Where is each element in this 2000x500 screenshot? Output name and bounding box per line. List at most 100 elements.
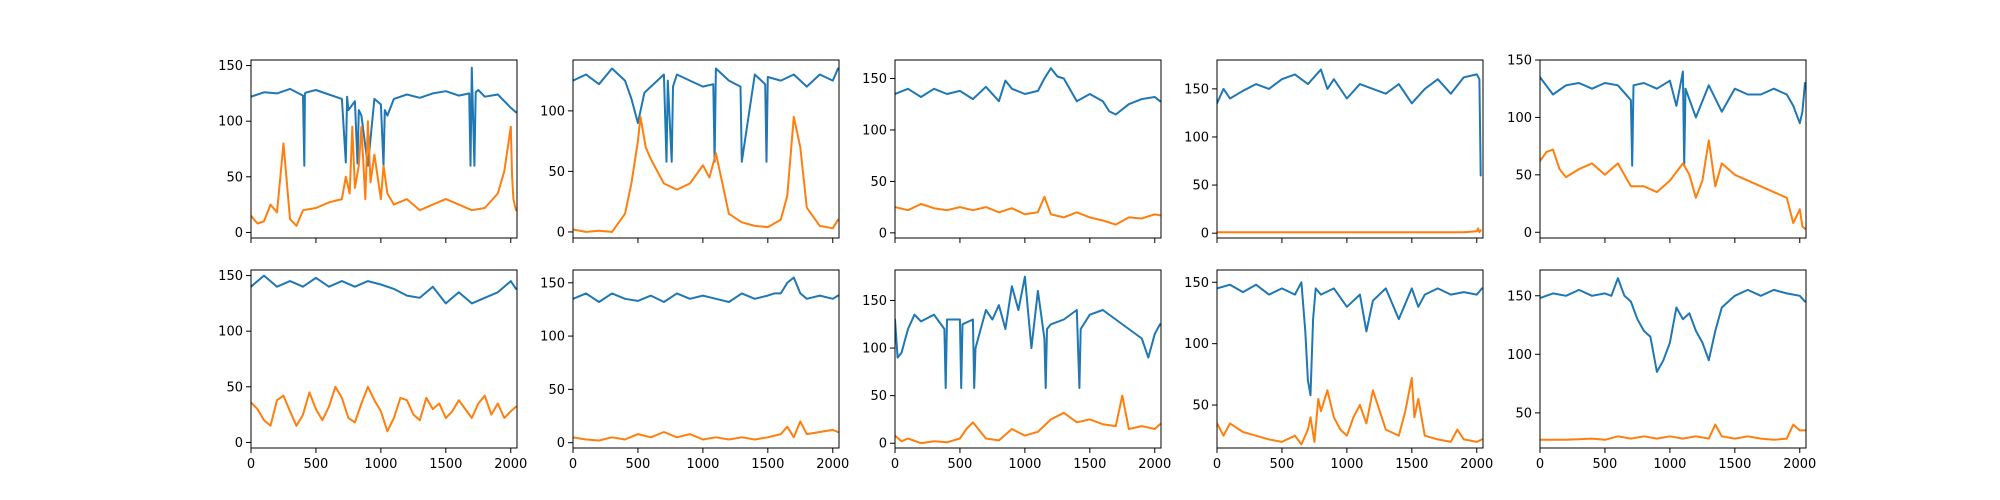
y-tick-label: 50 xyxy=(870,389,887,404)
y-tick-label: 150 xyxy=(862,294,887,309)
y-tick-label: 150 xyxy=(1507,54,1532,69)
subplot-5: 0 50 100 150 xyxy=(1507,54,1807,243)
y-tick-label: 100 xyxy=(540,330,565,345)
axes-frame xyxy=(250,59,518,239)
series-1-line xyxy=(1217,68,1482,177)
y-tick-label: 0 xyxy=(557,225,565,240)
subplot-4: 0 50 100 150 xyxy=(1184,59,1484,243)
y-tick-label: 50 xyxy=(870,175,887,190)
x-tick-label: 1500 xyxy=(1395,457,1428,472)
y-tick-label: 0 xyxy=(235,436,243,451)
y-tick-label: 150 xyxy=(862,72,887,87)
y-tick-label: 150 xyxy=(540,276,565,291)
y-tick-label: 50 xyxy=(1192,179,1209,194)
x-tick-label: 1000 xyxy=(1330,457,1363,472)
subplot-2: 0 50 100 xyxy=(540,59,840,243)
y-tick-label: 50 xyxy=(226,170,243,185)
y-tick-label: 0 xyxy=(879,437,887,452)
x-tick-label: 2000 xyxy=(816,457,849,472)
series-2-line xyxy=(573,115,839,233)
axes-frame xyxy=(1539,59,1807,239)
series-1-line xyxy=(1540,70,1806,167)
x-tick-label: 500 xyxy=(948,457,973,472)
y-tick-label: 50 xyxy=(548,383,565,398)
series-2-line xyxy=(1217,377,1483,446)
x-tick-label: 1000 xyxy=(686,457,719,472)
series-1-line xyxy=(895,275,1161,389)
subplot-8: 0 500 1000 1500 2000 0 50 100 150 xyxy=(862,269,1171,472)
x-tick-label: 0 xyxy=(569,457,577,472)
y-tick-label: 100 xyxy=(218,115,243,130)
y-tick-label: 50 xyxy=(1515,406,1532,421)
series-2-line xyxy=(251,120,517,227)
y-tick-label: 150 xyxy=(218,269,243,284)
series-1-line xyxy=(251,274,517,305)
series-1-line xyxy=(573,67,839,163)
y-tick-label: 0 xyxy=(557,436,565,451)
subplot-3: 0 50 100 150 xyxy=(862,59,1162,243)
axes-frame xyxy=(1539,269,1807,449)
x-tick-label: 2000 xyxy=(494,457,527,472)
series-2-line xyxy=(251,385,517,433)
subplot-9: 0 500 1000 1500 2000 50 100 150 xyxy=(1184,269,1493,472)
y-tick-label: 50 xyxy=(226,380,243,395)
y-tick-label: 50 xyxy=(1192,399,1209,414)
y-tick-label: 100 xyxy=(1184,337,1209,352)
subplot-7: 0 500 1000 1500 2000 0 50 100 150 xyxy=(540,269,849,472)
x-tick-label: 500 xyxy=(1593,457,1618,472)
series-2-line xyxy=(1217,227,1482,234)
y-tick-label: 50 xyxy=(1515,168,1532,183)
x-tick-label: 2000 xyxy=(1783,457,1816,472)
y-tick-label: 100 xyxy=(540,104,565,119)
x-tick-label: 1500 xyxy=(1073,457,1106,472)
axes-frame xyxy=(572,59,840,239)
axes-frame xyxy=(572,269,840,449)
x-tick-label: 500 xyxy=(626,457,651,472)
series-1-line xyxy=(251,66,517,167)
y-tick-label: 150 xyxy=(1507,289,1532,304)
x-tick-label: 1000 xyxy=(1008,457,1041,472)
x-tick-label: 0 xyxy=(1213,457,1221,472)
y-tick-label: 100 xyxy=(218,325,243,340)
y-tick-label: 0 xyxy=(235,226,243,241)
series-2-line xyxy=(1540,423,1806,441)
series-1-line xyxy=(1217,281,1483,397)
subplot-10: 0 500 1000 1500 2000 50 100 150 xyxy=(1507,269,1816,472)
x-tick-label: 500 xyxy=(1270,457,1295,472)
series-2-line xyxy=(895,195,1161,226)
series-1-line xyxy=(1540,277,1806,373)
y-tick-label: 100 xyxy=(1507,111,1532,126)
x-tick-label: 1500 xyxy=(751,457,784,472)
x-tick-label: 1500 xyxy=(1718,457,1751,472)
series-1-line xyxy=(573,276,839,303)
axes-frame xyxy=(1216,269,1484,449)
x-tick-label: 1000 xyxy=(364,457,397,472)
subplot-1: 0 50 100 150 xyxy=(218,59,518,243)
x-tick-label: 0 xyxy=(1536,457,1544,472)
y-tick-label: 100 xyxy=(1507,348,1532,363)
x-tick-label: 500 xyxy=(304,457,329,472)
y-tick-label: 150 xyxy=(1184,82,1209,97)
y-tick-label: 150 xyxy=(218,59,243,74)
y-tick-label: 100 xyxy=(862,342,887,357)
y-tick-label: 0 xyxy=(1524,226,1532,241)
y-tick-label: 50 xyxy=(548,165,565,180)
y-tick-label: 0 xyxy=(1201,227,1209,242)
series-2-line xyxy=(895,394,1161,445)
series-2-line xyxy=(573,420,839,442)
y-tick-label: 100 xyxy=(862,123,887,138)
x-tick-label: 0 xyxy=(247,457,255,472)
y-tick-label: 150 xyxy=(1184,276,1209,291)
axes-frame xyxy=(250,269,518,449)
axes-frame xyxy=(1216,59,1484,239)
series-2-line xyxy=(1540,139,1806,230)
x-tick-label: 1000 xyxy=(1653,457,1686,472)
x-tick-label: 0 xyxy=(891,457,899,472)
x-tick-label: 1500 xyxy=(429,457,462,472)
subplot-6: 0 500 1000 1500 2000 0 50 100 150 xyxy=(218,269,527,472)
y-tick-label: 0 xyxy=(879,226,887,241)
axes-frame xyxy=(894,59,1162,239)
x-tick-label: 2000 xyxy=(1138,457,1171,472)
axes-frame xyxy=(894,269,1162,449)
